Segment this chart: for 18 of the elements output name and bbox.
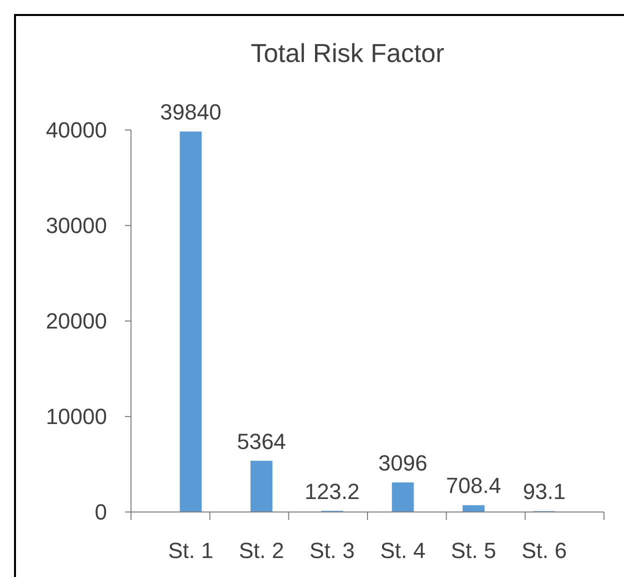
y-tick-label: 20000	[46, 308, 107, 334]
y-tick-label: 0	[94, 500, 107, 525]
x-tick-label: St. 1	[168, 538, 214, 563]
x-tick-label: St. 4	[380, 538, 426, 563]
x-tick-label: St. 5	[450, 538, 496, 563]
x-tick-label: St. 3	[310, 538, 355, 563]
data-label: 5364	[236, 428, 286, 454]
data-label: 3096	[378, 450, 428, 476]
y-tick-label: 40000	[46, 118, 107, 143]
data-label: 123.2	[304, 478, 360, 504]
data-label: 93.1	[522, 479, 566, 504]
data-label: 39840	[160, 100, 222, 125]
y-tick-label: 10000	[46, 404, 107, 430]
x-tick-label: St. 6	[522, 538, 567, 563]
data-label: 708.4	[446, 473, 502, 498]
y-tick-label: 30000	[46, 213, 107, 238]
x-tick-label: St. 2	[238, 538, 284, 563]
chart-title: Total Risk Factor	[250, 38, 445, 68]
